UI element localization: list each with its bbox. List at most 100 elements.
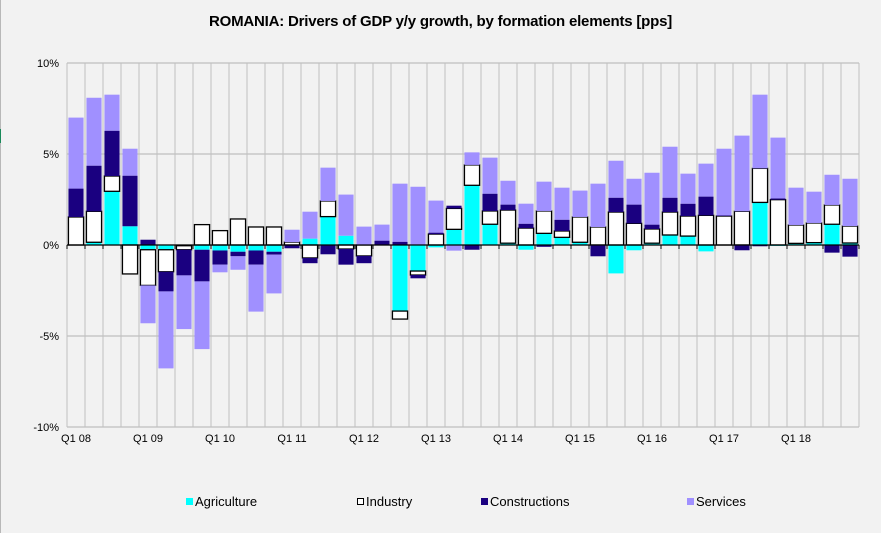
bar-segment-agriculture bbox=[86, 242, 102, 245]
legend-item-constructions: Constructions bbox=[481, 494, 569, 509]
bar-segment-constructions bbox=[248, 250, 264, 265]
bar-segment-services bbox=[284, 229, 300, 243]
bar-segment-services bbox=[698, 163, 714, 197]
bar-segment-agriculture bbox=[644, 243, 660, 245]
bar-segment-industry bbox=[643, 228, 661, 244]
bar-segment-industry bbox=[175, 245, 193, 251]
bar-segment-agriculture bbox=[500, 243, 516, 245]
bar-segment-services bbox=[572, 190, 588, 217]
bar-segment-agriculture bbox=[518, 245, 534, 250]
bar-segment-industry bbox=[823, 204, 841, 225]
bar-segment-services bbox=[194, 281, 210, 350]
bar-segment-services bbox=[590, 183, 606, 227]
bar-segment-industry bbox=[625, 222, 643, 246]
bar-segment-industry bbox=[535, 210, 553, 235]
bar-segment-constructions bbox=[86, 165, 102, 212]
legend-item-industry: Industry bbox=[357, 494, 412, 509]
bar-segment-agriculture bbox=[320, 216, 336, 245]
bar-segment-agriculture bbox=[302, 238, 318, 245]
bar-segment-services bbox=[734, 135, 750, 212]
bar-segment-services bbox=[554, 187, 570, 220]
bar-segment-services bbox=[824, 174, 840, 205]
bar-segment-agriculture bbox=[680, 236, 696, 245]
bar-segment-industry bbox=[427, 233, 445, 246]
bar-segment-industry bbox=[463, 164, 481, 186]
bar-segment-constructions bbox=[680, 203, 696, 217]
bar-segment-services bbox=[302, 211, 318, 239]
bar-segment-industry bbox=[733, 210, 751, 246]
bar-segment-services bbox=[428, 200, 444, 233]
bar-segment-constructions bbox=[554, 219, 570, 231]
x-tick-label: Q1 12 bbox=[349, 433, 379, 445]
bar-segment-industry bbox=[409, 270, 427, 276]
legend-item-agriculture: Agriculture bbox=[186, 494, 257, 509]
bar-segment-constructions bbox=[284, 245, 300, 249]
bar-segment-constructions bbox=[410, 275, 426, 279]
bar-segment-industry bbox=[67, 216, 85, 246]
bar-segment-agriculture bbox=[608, 245, 624, 274]
bar-segment-constructions bbox=[194, 249, 210, 282]
bar-segment-constructions bbox=[230, 251, 246, 257]
bar-segment-constructions bbox=[140, 239, 156, 245]
bar-segment-agriculture bbox=[572, 242, 588, 245]
bar-segment-industry bbox=[103, 175, 121, 192]
bar-segment-agriculture bbox=[212, 245, 228, 251]
y-tick-label: 5% bbox=[43, 149, 59, 161]
legend-swatch-constructions bbox=[481, 498, 488, 505]
bar-segment-agriculture bbox=[392, 245, 408, 312]
y-tick-label: -10% bbox=[33, 422, 59, 434]
bar-segment-services bbox=[338, 194, 354, 236]
legend-label: Services bbox=[696, 494, 746, 509]
bar-segment-constructions bbox=[374, 240, 390, 245]
bar-segment-agriculture bbox=[626, 245, 642, 251]
y-tick-label: 0% bbox=[43, 240, 59, 252]
bar-segment-services bbox=[68, 117, 84, 189]
y-axis-labels: 10% 5% 0% -5% -10% bbox=[33, 58, 59, 434]
bar-segment-services bbox=[644, 172, 660, 225]
bar-segment-agriculture bbox=[464, 185, 480, 245]
bar-segment-agriculture bbox=[140, 245, 156, 250]
bar-segment-constructions bbox=[662, 197, 678, 213]
bar-segment-services bbox=[716, 148, 732, 216]
bar-segment-agriculture bbox=[554, 237, 570, 245]
bar-segment-services bbox=[680, 173, 696, 204]
bar-segment-constructions bbox=[536, 245, 552, 247]
bar-segment-constructions bbox=[734, 245, 750, 251]
bar-segment-constructions bbox=[824, 245, 840, 253]
bar-segment-services bbox=[374, 224, 390, 241]
bar-segment-industry bbox=[589, 226, 607, 246]
bar-segment-industry bbox=[769, 199, 787, 246]
bar-segment-agriculture bbox=[662, 234, 678, 245]
bar-segment-constructions bbox=[842, 245, 858, 257]
y-tick-label: 10% bbox=[37, 58, 59, 70]
bar-segment-agriculture bbox=[752, 202, 768, 245]
bar-segment-agriculture bbox=[806, 242, 822, 245]
bar-segment-industry bbox=[445, 207, 463, 230]
bar-segment-services bbox=[626, 178, 642, 205]
bar-segment-constructions bbox=[464, 245, 480, 250]
legend-label: Constructions bbox=[490, 494, 570, 509]
bar-segment-constructions bbox=[392, 241, 408, 245]
bar-segment-agriculture bbox=[824, 224, 840, 245]
bar-segment-services bbox=[158, 291, 174, 369]
bar-segment-agriculture bbox=[428, 245, 444, 248]
bar-segment-constructions bbox=[122, 175, 138, 227]
bar-segment-industry bbox=[805, 222, 823, 244]
bar-segment-constructions bbox=[320, 245, 336, 255]
bar-segment-constructions bbox=[68, 188, 84, 217]
bar-segment-agriculture bbox=[194, 245, 210, 250]
bar-segment-services bbox=[140, 285, 156, 324]
bar-segment-industry bbox=[193, 223, 211, 246]
x-tick-label: Q1 13 bbox=[421, 433, 451, 445]
bars bbox=[67, 94, 859, 369]
bar-segment-industry bbox=[499, 209, 517, 244]
bar-segment-services bbox=[464, 152, 480, 165]
legend-label: Agriculture bbox=[195, 494, 258, 509]
bar-segment-constructions bbox=[266, 251, 282, 255]
bar-segment-constructions bbox=[770, 198, 786, 200]
bar-segment-industry bbox=[661, 211, 679, 236]
x-tick-label: Q1 11 bbox=[277, 433, 306, 445]
bar-segment-constructions bbox=[338, 249, 354, 265]
bar-segment-constructions bbox=[608, 197, 624, 213]
bar-segment-services bbox=[752, 94, 768, 169]
